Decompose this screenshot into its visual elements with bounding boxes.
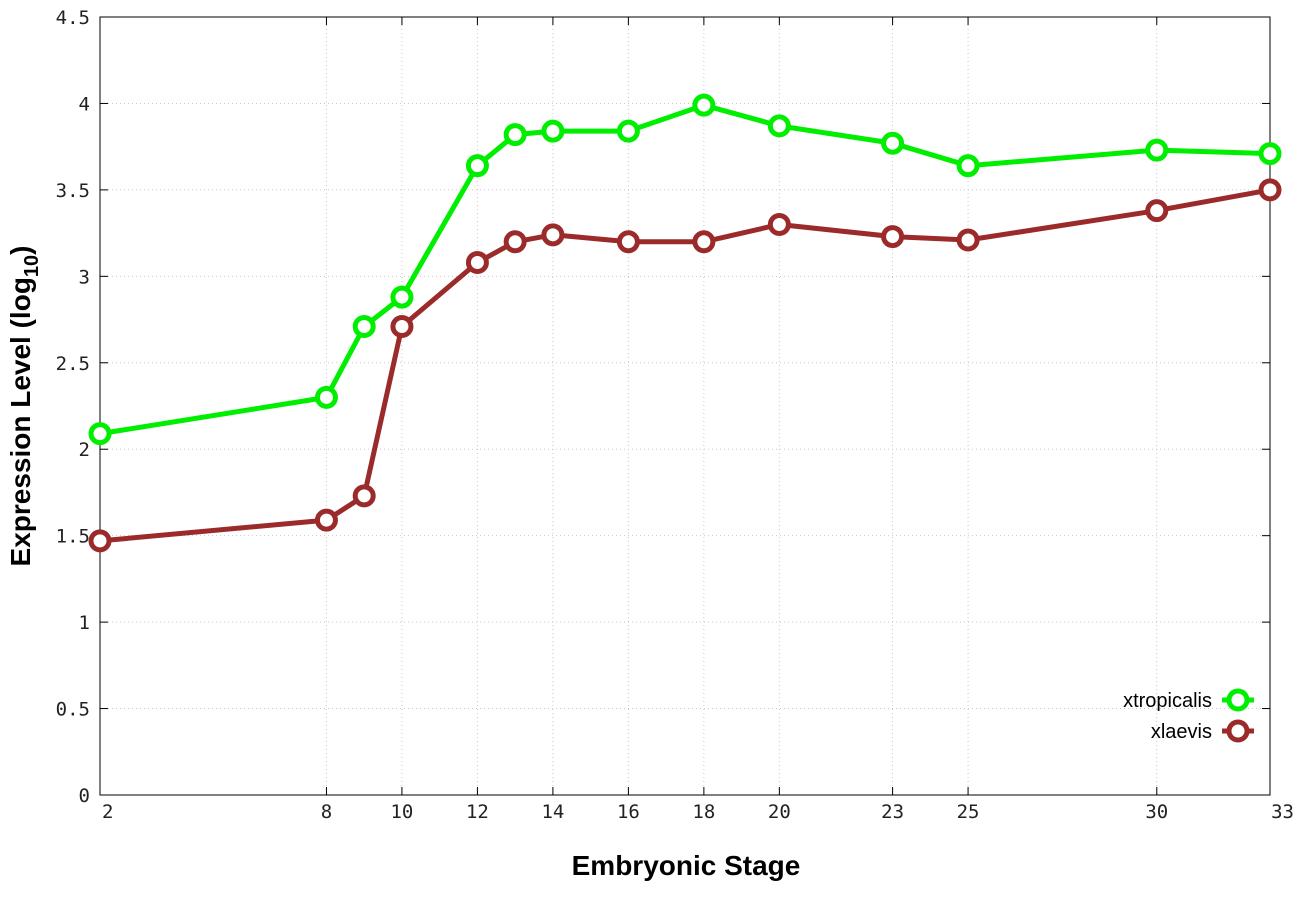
- data-point-xtropicalis: [390, 285, 414, 309]
- y-tick-label: 4.5: [56, 7, 90, 29]
- x-tick-label: 20: [768, 801, 791, 823]
- data-point-xlaevis: [692, 230, 716, 254]
- x-tick-label: 25: [957, 801, 980, 823]
- x-tick-label: 23: [881, 801, 904, 823]
- data-point-xlaevis: [767, 212, 791, 236]
- series-layer: [88, 93, 1282, 553]
- x-tick-label: 18: [692, 801, 715, 823]
- data-point-xlaevis: [1258, 178, 1282, 202]
- data-point-xlaevis: [881, 225, 905, 249]
- axis-ticks: 0 0.5 1 1.5 2 2.5 3 3.5 4 4.5 2 8 10 12 14 16 18 20 23 25 30…: [56, 7, 1294, 823]
- data-point-xtropicalis: [503, 123, 527, 147]
- x-tick-label: 8: [321, 801, 332, 823]
- y-tick-label: 2.5: [56, 353, 90, 375]
- data-point-xtropicalis: [465, 154, 489, 178]
- y-axis-title: Expression Level (log10): [5, 246, 43, 567]
- grid-lines: [100, 17, 1270, 795]
- x-axis-title: Embryonic Stage: [572, 850, 801, 881]
- data-point-xtropicalis: [88, 422, 112, 446]
- series-line-xtropicalis: [99, 102, 1271, 437]
- data-point-xlaevis: [541, 223, 565, 247]
- data-point-xlaevis: [616, 230, 640, 254]
- legend-entry-xtropicalis: xtropicalis: [1123, 688, 1254, 712]
- data-point-xtropicalis: [616, 119, 640, 143]
- y-tick-label: 0: [79, 785, 90, 807]
- legend-swatch-marker-xlaevis: [1226, 719, 1250, 743]
- y-tick-label: 1: [79, 612, 90, 634]
- data-point-xlaevis: [88, 529, 112, 553]
- y-axis-title-subscript: 10: [21, 255, 43, 277]
- data-point-xtropicalis: [1258, 142, 1282, 166]
- legend: xtropicalis xlaevis: [1123, 688, 1254, 743]
- y-tick-label: 0.5: [56, 699, 90, 721]
- legend-swatch-marker-xtropicalis: [1226, 688, 1250, 712]
- data-point-xtropicalis: [1145, 138, 1169, 162]
- legend-entry-xlaevis: xlaevis: [1151, 719, 1254, 743]
- data-point-xlaevis: [1145, 199, 1169, 223]
- data-point-xtropicalis: [352, 314, 376, 338]
- data-point-xlaevis: [352, 484, 376, 508]
- y-tick-label: 3: [79, 266, 90, 288]
- plot-frame: [99, 16, 1271, 796]
- data-point-xtropicalis: [692, 93, 716, 117]
- data-point-xlaevis: [465, 251, 489, 275]
- x-tick-label: 12: [466, 801, 489, 823]
- x-tick-label: 30: [1145, 801, 1168, 823]
- data-point-xlaevis: [503, 230, 527, 254]
- data-point-xtropicalis: [314, 385, 338, 409]
- data-point-xtropicalis: [881, 131, 905, 155]
- x-tick-label: 10: [390, 801, 413, 823]
- y-axis-title-main: Expression Level (log: [5, 277, 36, 566]
- y-tick-label: 3.5: [56, 180, 90, 202]
- y-tick-label: 4: [79, 93, 90, 115]
- y-axis-title-close: ): [5, 246, 36, 255]
- legend-label-xlaevis: xlaevis: [1151, 721, 1212, 743]
- data-point-xtropicalis: [767, 114, 791, 138]
- y-tick-label: 1.5: [56, 526, 90, 548]
- x-tick-label: 33: [1271, 801, 1294, 823]
- x-tick-label: 14: [541, 801, 564, 823]
- series-line-xlaevis: [99, 187, 1271, 544]
- y-tick-label: 2: [79, 439, 90, 461]
- data-point-xlaevis: [314, 508, 338, 532]
- x-tick-label: 16: [617, 801, 640, 823]
- x-tick-label: 2: [102, 801, 113, 823]
- data-point-xtropicalis: [541, 119, 565, 143]
- legend-label-xtropicalis: xtropicalis: [1123, 690, 1212, 712]
- data-point-xtropicalis: [956, 154, 980, 178]
- data-point-xlaevis: [390, 314, 414, 338]
- data-point-xlaevis: [956, 228, 980, 252]
